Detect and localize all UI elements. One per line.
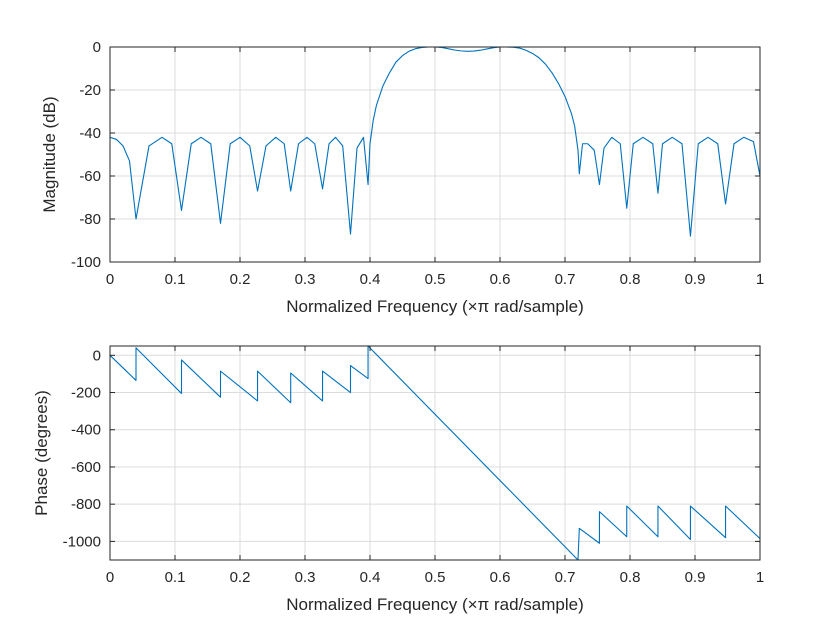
magnitude-y-tick-label: -60 <box>79 168 101 185</box>
phase-x-tick-label: 0.1 <box>165 569 186 586</box>
magnitude-x-tick-label: 0.4 <box>360 271 381 288</box>
magnitude-y-tick-label: 0 <box>93 39 101 56</box>
phase-x-tick-label: 0.9 <box>685 569 706 586</box>
phase-axis-ticks: 0 0.1 0.2 0.3 0.4 0.5 0.6 0.7 0.8 0.9 1 0 -200 -400 -6… <box>63 346 764 586</box>
magnitude-y-axis-label: Magnitude (dB) <box>40 96 59 212</box>
magnitude-x-tick-label: 0.2 <box>230 271 251 288</box>
phase-x-axis-label: Normalized Frequency (×π rad/sample) <box>286 595 584 614</box>
magnitude-x-axis-label: Normalized Frequency (×π rad/sample) <box>286 297 584 316</box>
phase-x-tick-label: 0.4 <box>360 569 381 586</box>
phase-x-tick-label: 1 <box>756 569 764 586</box>
phase-y-tick-label: 0 <box>93 347 101 364</box>
phase-panel: 0 0.1 0.2 0.3 0.4 0.5 0.6 0.7 0.8 0.9 1 0 -200 -400 -6… <box>32 345 764 614</box>
phase-x-tick-label: 0.8 <box>620 569 641 586</box>
phase-x-tick-label: 0.6 <box>490 569 511 586</box>
magnitude-x-tick-label: 0.7 <box>555 271 576 288</box>
magnitude-axis-ticks: 0 0.1 0.2 0.3 0.4 0.5 0.6 0.7 0.8 0.9 1 0 -20 -40 -60 -… <box>71 39 764 288</box>
magnitude-x-tick-label: 0.8 <box>620 271 641 288</box>
magnitude-y-tick-label: -20 <box>79 82 101 99</box>
phase-y-tick-label: -600 <box>71 459 101 476</box>
phase-x-tick-label: 0.2 <box>230 569 251 586</box>
magnitude-x-tick-label: 0.1 <box>165 271 186 288</box>
magnitude-x-tick-label: 0.6 <box>490 271 511 288</box>
magnitude-x-tick-label: 0.9 <box>685 271 706 288</box>
magnitude-y-tick-label: -40 <box>79 125 101 142</box>
phase-y-axis-label: Phase (degrees) <box>32 390 51 516</box>
phase-grid <box>109 346 761 560</box>
magnitude-trace <box>109 46 761 237</box>
phase-x-tick-label: 0.5 <box>425 569 446 586</box>
phase-trace <box>109 345 761 561</box>
phase-x-tick-label: 0 <box>106 569 114 586</box>
phase-y-tick-label: -400 <box>71 422 101 439</box>
magnitude-x-tick-label: 1 <box>756 271 764 288</box>
magnitude-panel: 0 0.1 0.2 0.3 0.4 0.5 0.6 0.7 0.8 0.9 1 0 -20 -40 -60 -… <box>40 39 764 316</box>
magnitude-x-tick-label: 0.3 <box>295 271 316 288</box>
magnitude-y-tick-label: -100 <box>71 254 101 271</box>
phase-y-tick-label: -800 <box>71 496 101 513</box>
phase-y-tick-label: -200 <box>71 385 101 402</box>
magnitude-y-tick-label: -80 <box>79 211 101 228</box>
phase-x-tick-label: 0.7 <box>555 569 576 586</box>
phase-x-tick-label: 0.3 <box>295 569 316 586</box>
magnitude-x-tick-label: 0 <box>106 271 114 288</box>
magnitude-x-tick-label: 0.5 <box>425 271 446 288</box>
phase-y-tick-label: -1000 <box>63 533 101 550</box>
